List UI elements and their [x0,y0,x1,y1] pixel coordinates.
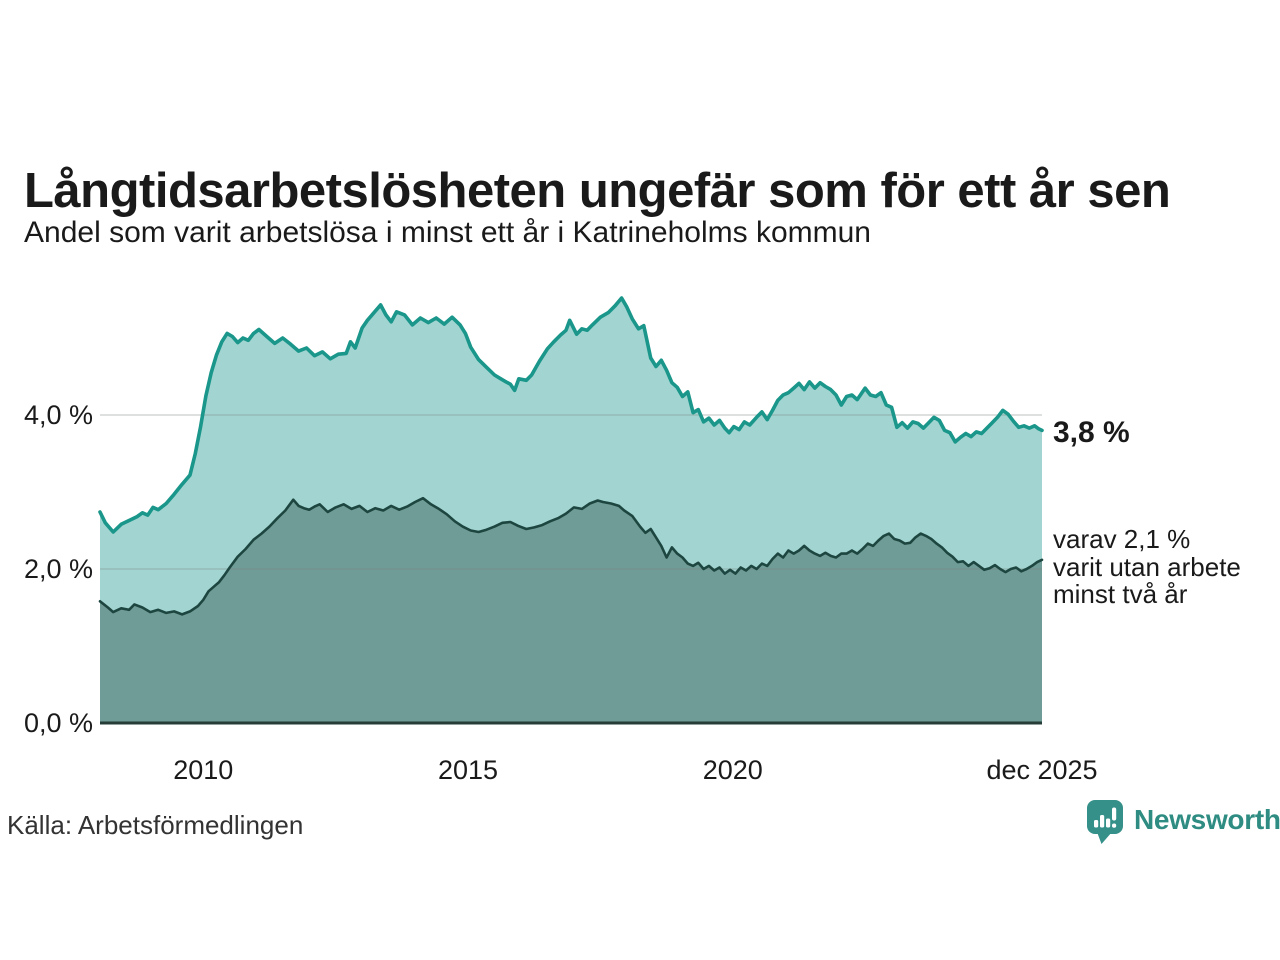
y-tick-label: 4,0 % [24,400,93,430]
y-tick-label: 2,0 % [24,554,93,584]
y-tick-label: 0,0 % [24,708,93,738]
x-tick-label: dec 2025 [986,755,1097,785]
x-tick-label: 2020 [703,755,763,785]
annotation-two-year: varav 2,1 % varit utan arbete minst två … [1053,524,1241,609]
annotation-two-year-line2: varit utan arbete [1053,551,1241,582]
annotation-two-year-line3: minst två år [1053,579,1188,609]
annotation-latest-total: 3,8 % [1053,416,1130,449]
annotation-two-year-line1: varav 2,1 % [1053,524,1191,554]
chart-subtitle: Andel som varit arbetslösa i minst ett å… [24,216,871,249]
page-title: Långtidsarbetslösheten ungefär som för e… [24,163,1171,218]
newsworthy-logo: Newsworthy [1086,799,1280,847]
newsworthy-wordmark: Newsworthy [1134,804,1280,835]
line-one-year [98,296,1044,534]
x-tick-label: 2010 [173,755,233,785]
line-two-year [98,496,1044,616]
newsworthy-bubble-chart-icon [1087,800,1123,844]
x-tick-label: 2015 [438,755,498,785]
source-note: Källa: Arbetsförmedlingen [7,810,304,840]
area-two-year [100,498,1042,723]
